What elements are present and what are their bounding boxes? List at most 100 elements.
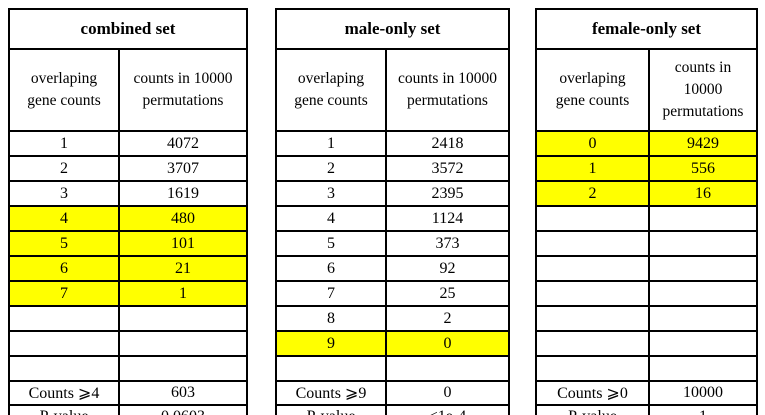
table-row: Counts ⩾0 10000 [535,380,758,406]
table-row [535,305,758,332]
gene-count-cell: 5 [275,230,387,257]
table-row: 3 1619 [8,180,248,207]
gene-count-cell: 6 [8,255,120,282]
permutation-count-cell [118,330,248,357]
gene-count-cell: 2 [8,155,120,182]
permutation-count-cell: 1 [118,280,248,307]
gene-count-cell [275,355,387,382]
table-row: Counts ⩾9 0 [275,380,510,406]
summary-label-cell: Counts ⩾0 [535,380,650,406]
permutation-count-cell: 101 [118,230,248,257]
gene-counts-header: overlaping gene counts [535,48,650,132]
gene-count-cell: 7 [275,280,387,307]
table-row: 9 0 [275,330,510,357]
permutation-counts-header: counts in 10000 permutations [118,48,248,132]
table-row [535,280,758,307]
table-row [535,230,758,257]
permutation-count-cell: 556 [648,155,758,182]
gene-count-cell: 1 [8,130,120,157]
gene-count-cell: 1 [275,130,387,157]
gene-count-cell: 3 [275,180,387,207]
permutation-count-cell [648,330,758,357]
permutation-count-cell: 3572 [385,155,510,182]
gene-counts-header: overlaping gene counts [275,48,387,132]
table-row: male-only set [275,8,510,50]
gene-count-cell [535,205,650,232]
table-row: overlaping gene counts counts in 10000 p… [8,48,248,132]
summary-label-cell: Counts ⩾9 [275,380,387,406]
permutation-count-cell: 25 [385,280,510,307]
table-row: overlaping gene counts counts in 10000 p… [275,48,510,132]
table-row [8,305,248,332]
gene-count-cell: 2 [535,180,650,207]
gene-count-cell [8,355,120,382]
permutation-count-cell: 16 [648,180,758,207]
permutation-count-cell [385,355,510,382]
gene-count-cell: 4 [275,205,387,232]
table-row: 7 25 [275,280,510,307]
table-row: 4 1124 [275,205,510,232]
table-row: P-value 0.0603 [8,404,248,415]
gene-count-cell: 9 [275,330,387,357]
permutation-count-cell: 1619 [118,180,248,207]
table-row: 2 3572 [275,155,510,182]
gene-count-cell: 3 [8,180,120,207]
permutation-count-cell: 480 [118,205,248,232]
table-row [535,205,758,232]
gene-count-cell: 5 [8,230,120,257]
permutation-count-cell [118,355,248,382]
table-row: combined set [8,8,248,50]
permutation-count-cell: 21 [118,255,248,282]
permutation-count-cell: 4072 [118,130,248,157]
summary-value-cell: 603 [118,380,248,406]
gene-count-cell: 2 [275,155,387,182]
gene-count-cell [8,330,120,357]
male-only-set-table: male-only set overlaping gene counts cou… [275,8,510,415]
table-row [535,330,758,357]
permutation-counts-header: counts in 10000 permutations [648,48,758,132]
summary-value-cell: 10000 [648,380,758,406]
pvalue-value-cell: <1e-4 [385,404,510,415]
permutation-count-cell: 2418 [385,130,510,157]
permutation-count-cell: 2395 [385,180,510,207]
combined-set-table: combined set overlaping gene counts coun… [8,8,248,415]
table-title: male-only set [275,8,510,50]
pvalue-label-cell: P-value [535,404,650,415]
table-row [8,355,248,382]
table-row: 2 16 [535,180,758,207]
table-title: combined set [8,8,248,50]
permutation-counts-header: counts in 10000 permutations [385,48,510,132]
permutation-count-cell: 92 [385,255,510,282]
female-only-set-table: female-only set overlaping gene counts c… [535,8,758,415]
gene-count-cell: 0 [535,130,650,157]
summary-label-cell: Counts ⩾4 [8,380,120,406]
table-row: female-only set [535,8,758,50]
permutation-count-cell: 2 [385,305,510,332]
table-row: 1 556 [535,155,758,182]
gene-count-cell [535,305,650,332]
permutation-count-cell [648,205,758,232]
permutation-count-cell: 9429 [648,130,758,157]
table-row: 5 373 [275,230,510,257]
permutation-count-cell: 0 [385,330,510,357]
gene-count-cell: 7 [8,280,120,307]
table-row: 4 480 [8,205,248,232]
gene-count-cell [535,355,650,382]
table-row: 0 9429 [535,130,758,157]
permutation-count-cell [648,230,758,257]
gene-count-cell [535,330,650,357]
table-row: Counts ⩾4 603 [8,380,248,406]
permutation-count-cell [648,255,758,282]
table-row [275,355,510,382]
table-row [535,255,758,282]
gene-count-cell: 4 [8,205,120,232]
summary-value-cell: 0 [385,380,510,406]
gene-counts-header: overlaping gene counts [8,48,120,132]
table-row: 3 2395 [275,180,510,207]
gene-count-cell [535,280,650,307]
gene-count-cell: 1 [535,155,650,182]
table-row: 7 1 [8,280,248,307]
pvalue-value-cell: 1 [648,404,758,415]
gene-count-cell [535,255,650,282]
